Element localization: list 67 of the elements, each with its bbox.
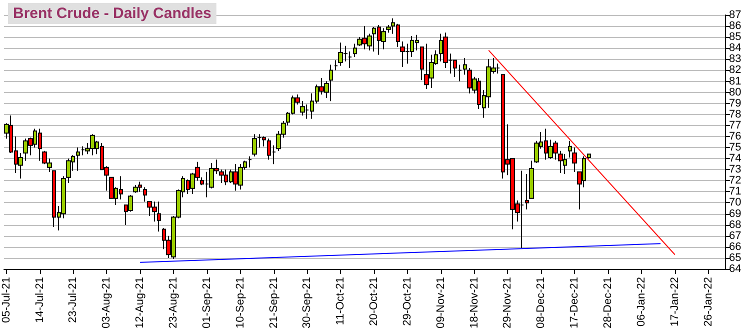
x-tick-label: 10-Sep-21 bbox=[234, 277, 246, 328]
x-tick-label: 11-Oct-21 bbox=[334, 277, 347, 326]
y-tick-label: 86 bbox=[729, 20, 742, 32]
y-tick-label: 77 bbox=[729, 119, 742, 132]
y-tick-label: 74 bbox=[729, 152, 742, 165]
x-tick-label: 01-Sep-21 bbox=[200, 277, 213, 328]
y-tick-label: 80 bbox=[729, 86, 742, 98]
x-tick-label: 23-Jul-21 bbox=[67, 277, 80, 323]
candlestick bbox=[572, 147, 577, 172]
y-tick-label: 84 bbox=[729, 42, 742, 54]
candlestick bbox=[525, 174, 529, 210]
x-tick-label: 08-Dec-21 bbox=[535, 277, 548, 328]
y-tick-label: 81 bbox=[729, 75, 742, 88]
x-tick-label: 14-Jul-21 bbox=[34, 277, 46, 323]
y-tick-label: 87 bbox=[729, 9, 742, 21]
x-tick-label: 03-Aug-21 bbox=[100, 277, 113, 328]
y-tick-label: 70 bbox=[729, 196, 742, 209]
candlestick bbox=[587, 154, 591, 160]
x-tick-label: 12-Aug-21 bbox=[134, 277, 146, 328]
y-tick-label: 73 bbox=[729, 164, 742, 176]
x-tick-label: 30-Sep-21 bbox=[301, 277, 314, 328]
y-tick-label: 71 bbox=[729, 186, 742, 198]
y-tick-label: 67 bbox=[729, 230, 742, 242]
y-tick-label: 83 bbox=[729, 53, 742, 66]
y-tick-label: 78 bbox=[729, 108, 742, 120]
y-tick-label: 66 bbox=[729, 240, 742, 253]
x-tick-label: 26-Jan-22 bbox=[702, 277, 714, 327]
x-tick-label: 17-Jan-22 bbox=[668, 277, 681, 327]
candlestick bbox=[133, 184, 138, 194]
candlestick bbox=[558, 150, 563, 174]
y-tick-label: 72 bbox=[729, 174, 742, 187]
candlestick bbox=[458, 64, 462, 82]
candlestick bbox=[463, 58, 467, 76]
y-tick-label: 85 bbox=[729, 31, 742, 44]
y-tick-label: 76 bbox=[729, 130, 742, 142]
y-tick-label: 82 bbox=[729, 64, 742, 76]
x-tick-label: 29-Oct-21 bbox=[401, 277, 414, 326]
chart-title: Brent Crude - Daily Candles bbox=[13, 5, 212, 22]
candlestick bbox=[300, 100, 305, 116]
y-tick-label: 65 bbox=[729, 252, 742, 264]
y-tick-label: 79 bbox=[729, 97, 742, 110]
candlestick bbox=[257, 134, 262, 148]
candlestick bbox=[143, 186, 147, 202]
candlestick bbox=[420, 46, 424, 81]
candlestick bbox=[529, 160, 534, 199]
x-tick-label: 09-Nov-21 bbox=[434, 277, 447, 328]
candlestick bbox=[353, 43, 357, 58]
x-tick-label: 20-Oct-21 bbox=[368, 277, 380, 326]
y-tick-label: 75 bbox=[729, 142, 742, 154]
x-tick-label: 21-Sep-21 bbox=[268, 277, 280, 328]
x-tick-label: 28-Dec-21 bbox=[602, 277, 614, 328]
y-tick-label: 68 bbox=[729, 218, 742, 231]
x-tick-label: 23-Aug-21 bbox=[168, 277, 180, 328]
x-tick-label: 17-Dec-21 bbox=[568, 277, 581, 328]
x-tick-label: 05-Jul-21 bbox=[0, 277, 12, 323]
candlestick bbox=[248, 156, 252, 168]
y-tick-label: 64 bbox=[729, 263, 742, 275]
candlestick bbox=[252, 134, 257, 157]
candlestick bbox=[568, 140, 572, 158]
candlestick bbox=[219, 169, 224, 184]
candlestick bbox=[334, 60, 338, 71]
candlestick bbox=[76, 147, 80, 172]
x-tick-label: 29-Nov-21 bbox=[502, 277, 514, 328]
y-tick-label: 69 bbox=[729, 208, 742, 220]
x-tick-label: 18-Nov-21 bbox=[468, 277, 480, 328]
candlestick bbox=[66, 158, 71, 184]
x-tick-label: 06-Jan-22 bbox=[635, 277, 648, 327]
